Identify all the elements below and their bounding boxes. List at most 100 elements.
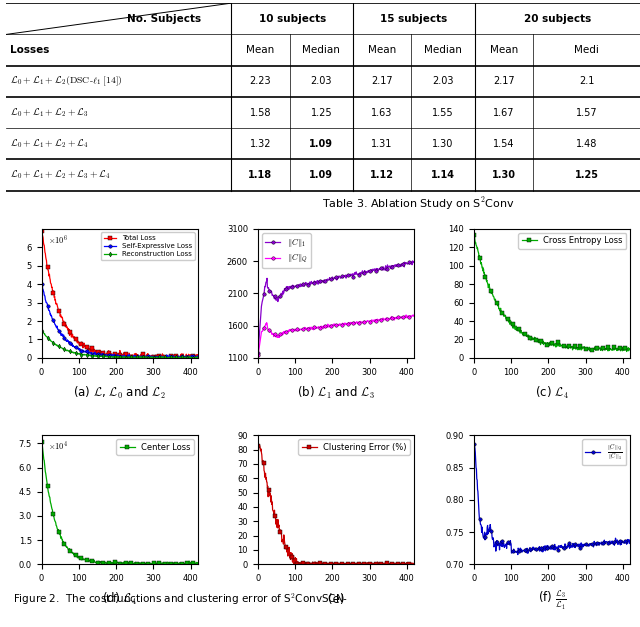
Legend: Cross Entropy Loss: Cross Entropy Loss [518, 233, 626, 249]
Cross Entropy Loss [547, 341, 555, 349]
Cross Entropy Loss [627, 345, 634, 353]
Clustering Error (%) [307, 560, 315, 567]
Text: $\mathcal{L}_0 + \mathcal{L}_1 + \mathcal{L}_2 + \mathcal{L}_3 + \mathcal{L}_4$: $\mathcal{L}_0 + \mathcal{L}_1 + \mathca… [10, 169, 110, 181]
Text: 1.14: 1.14 [431, 170, 455, 180]
Self-Expressive Loss [188, 352, 196, 359]
Text: 1.18: 1.18 [248, 170, 273, 180]
Self-Expressive Loss [108, 353, 116, 361]
Line: Cross Entropy Loss: Cross Entropy Loss [472, 233, 632, 353]
Text: Figure 2.  The cost functions and clustering error of S$^2$ConvSCN-: Figure 2. The cost functions and cluster… [13, 591, 348, 606]
Text: 2.03: 2.03 [310, 76, 332, 87]
Text: (d) $\mathcal{L}_4$: (d) $\mathcal{L}_4$ [102, 591, 138, 607]
Line: Clustering Error (%): Clustering Error (%) [257, 443, 416, 566]
Clustering Error (%) [291, 561, 298, 568]
Text: 2.03: 2.03 [432, 76, 454, 87]
Center Loss [118, 561, 126, 568]
Line: $\|C\|_1$: $\|C\|_1$ [257, 259, 416, 354]
Total Loss [167, 354, 175, 362]
Cross Entropy Loss [470, 231, 478, 239]
$\frac{\|C\|_Q}{\|C\|_1}$ [620, 540, 628, 547]
$\|C\|_Q$ [259, 324, 267, 332]
Text: 1.63: 1.63 [371, 108, 393, 118]
Reconstruction Loss [90, 352, 98, 359]
Text: (a) $\mathcal{L}$, $\mathcal{L}_0$ and $\mathcal{L}_2$: (a) $\mathcal{L}$, $\mathcal{L}_0$ and $… [74, 384, 166, 401]
Reconstruction Loss [167, 354, 175, 362]
$\|C\|_1$ [383, 265, 390, 273]
Text: Median: Median [424, 45, 462, 55]
Center Loss [195, 559, 202, 566]
Clustering Error (%) [260, 459, 268, 466]
Text: 1.25: 1.25 [310, 108, 332, 118]
Cross Entropy Loss [540, 339, 548, 346]
Text: $\mathcal{L}_0 + \mathcal{L}_1 + \mathcal{L}_2 + \mathcal{L}_3$: $\mathcal{L}_0 + \mathcal{L}_1 + \mathca… [10, 106, 88, 119]
Text: 1.12: 1.12 [370, 170, 394, 180]
Reconstruction Loss [195, 354, 202, 361]
Legend: Total Loss, Self-Expressive Loss, Reconstruction Loss: Total Loss, Self-Expressive Loss, Recons… [101, 233, 195, 260]
Center Loss [167, 560, 175, 567]
$\frac{\|C\|_Q}{\|C\|_1}$ [476, 515, 483, 522]
Reconstruction Loss [108, 353, 116, 361]
Text: Table 3. Ablation Study on S$^2$Conv: Table 3. Ablation Study on S$^2$Conv [322, 195, 515, 212]
Center Loss [38, 438, 46, 446]
Total Loss [195, 353, 202, 361]
Legend: Center Loss: Center Loss [116, 440, 194, 455]
Self-Expressive Loss [38, 280, 46, 288]
Line: $\frac{\|C\|_Q}{\|C\|_1}$: $\frac{\|C\|_Q}{\|C\|_1}$ [472, 443, 632, 556]
Legend: $\|C\|_1$, $\|C\|_Q$: $\|C\|_1$, $\|C\|_Q$ [262, 233, 311, 268]
$\|C\|_Q$ [404, 312, 412, 320]
Self-Expressive Loss [131, 355, 138, 362]
$\|C\|_Q$ [307, 324, 314, 332]
Line: Reconstruction Loss: Reconstruction Loss [40, 329, 200, 360]
Text: 1.09: 1.09 [309, 139, 333, 149]
Text: Mean: Mean [368, 45, 396, 55]
Text: Mean: Mean [490, 45, 518, 55]
Text: No. Subjects: No. Subjects [127, 14, 201, 24]
Text: 2.17: 2.17 [371, 76, 393, 87]
Text: Median: Median [302, 45, 340, 55]
$\|C\|_1$ [307, 278, 314, 286]
Text: (c) $\mathcal{L}_4$: (c) $\mathcal{L}_4$ [535, 384, 569, 401]
Clustering Error (%) [255, 441, 262, 448]
Text: 2.17: 2.17 [493, 76, 515, 87]
Text: Medi: Medi [574, 45, 599, 55]
Reconstruction Loss [136, 354, 143, 362]
$\|C\|_Q$ [332, 322, 339, 329]
Cross Entropy Loss [620, 344, 628, 351]
Center Loss [90, 557, 98, 564]
Text: (e): (e) [328, 593, 344, 606]
$\|C\|_Q$ [254, 352, 262, 359]
$\|C\|_1$ [404, 260, 412, 268]
Text: $\mathcal{L}_0 + \mathcal{L}_1 + \mathcal{L}_2 + \mathcal{L}_4$: $\mathcal{L}_0 + \mathcal{L}_1 + \mathca… [10, 137, 88, 150]
Center Loss [108, 560, 116, 567]
Legend: $\frac{\|C\|_Q}{\|C\|_1}$: $\frac{\|C\|_Q}{\|C\|_1}$ [582, 440, 626, 465]
Reconstruction Loss [115, 354, 123, 361]
Line: Total Loss: Total Loss [40, 229, 200, 362]
Cross Entropy Loss [522, 332, 530, 340]
Text: (b) $\mathcal{L}_1$ and $\mathcal{L}_3$: (b) $\mathcal{L}_1$ and $\mathcal{L}_3$ [297, 384, 375, 401]
Text: 1.54: 1.54 [493, 139, 515, 149]
Line: Center Loss: Center Loss [40, 440, 200, 566]
Self-Expressive Loss [195, 354, 202, 361]
Total Loss [136, 357, 143, 364]
Line: Self-Expressive Loss: Self-Expressive Loss [40, 283, 200, 361]
Total Loss [90, 347, 98, 354]
$\|C\|_1$ [332, 274, 339, 282]
Text: $\times10^6$: $\times10^6$ [48, 233, 68, 246]
Text: 1.32: 1.32 [250, 139, 271, 149]
$\|C\|_Q$ [410, 312, 418, 320]
Text: 10 subjects: 10 subjects [259, 14, 326, 24]
Clustering Error (%) [404, 560, 412, 567]
$\|C\|_Q$ [383, 315, 390, 322]
$\frac{\|C\|_Q}{\|C\|_1}$ [627, 537, 634, 545]
Text: Losses: Losses [10, 45, 49, 55]
$\|C\|_1$ [324, 277, 332, 284]
Text: 1.09: 1.09 [309, 170, 333, 180]
Text: (f) $\frac{\mathcal{L}_3}{\mathcal{L}_1}$: (f) $\frac{\mathcal{L}_3}{\mathcal{L}_1}… [538, 589, 566, 613]
Text: 1.58: 1.58 [250, 108, 271, 118]
Center Loss [44, 480, 51, 488]
Line: $\|C\|_Q$: $\|C\|_Q$ [257, 314, 416, 357]
Text: 2.23: 2.23 [250, 76, 271, 87]
Total Loss [188, 353, 196, 361]
Text: Mean: Mean [246, 45, 275, 55]
Cross Entropy Loss [599, 345, 607, 352]
